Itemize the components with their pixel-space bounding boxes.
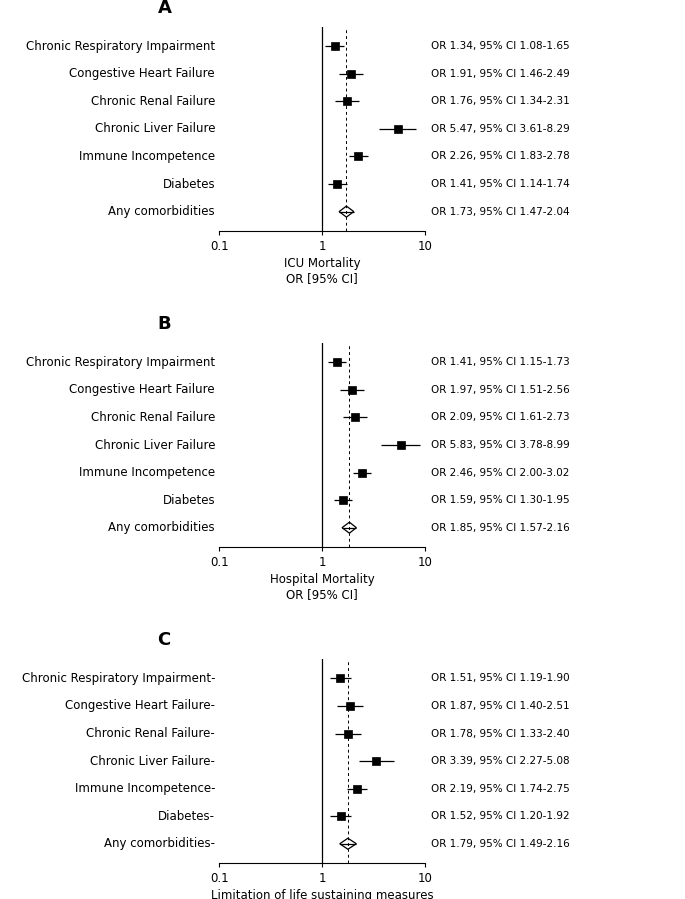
Text: OR 1.97, 95% CI 1.51-2.56: OR 1.97, 95% CI 1.51-2.56 [431, 385, 570, 395]
Text: OR 1.41, 95% CI 1.14-1.74: OR 1.41, 95% CI 1.14-1.74 [431, 179, 570, 189]
Text: Immune Incompetence: Immune Incompetence [79, 466, 215, 479]
Text: OR 1.87, 95% CI 1.40-2.51: OR 1.87, 95% CI 1.40-2.51 [431, 701, 569, 711]
Text: OR 1.52, 95% CI 1.20-1.92: OR 1.52, 95% CI 1.20-1.92 [431, 811, 569, 821]
Text: Chronic Respiratory Impairment: Chronic Respiratory Impairment [26, 40, 215, 53]
Text: OR 2.09, 95% CI 1.61-2.73: OR 2.09, 95% CI 1.61-2.73 [431, 413, 569, 423]
Text: OR 1.51, 95% CI 1.19-1.90: OR 1.51, 95% CI 1.19-1.90 [431, 673, 569, 683]
Text: Chronic Respiratory Impairment-: Chronic Respiratory Impairment- [22, 672, 215, 685]
Text: OR 1.79, 95% CI 1.49-2.16: OR 1.79, 95% CI 1.49-2.16 [431, 839, 570, 849]
Text: OR 1.91, 95% CI 1.46-2.49: OR 1.91, 95% CI 1.46-2.49 [431, 69, 570, 79]
Text: Chronic Liver Failure: Chronic Liver Failure [95, 122, 215, 136]
Text: OR 5.47, 95% CI 3.61-8.29: OR 5.47, 95% CI 3.61-8.29 [431, 124, 570, 134]
Text: OR 3.39, 95% CI 2.27-5.08: OR 3.39, 95% CI 2.27-5.08 [431, 756, 569, 766]
Text: OR 1.41, 95% CI 1.15-1.73: OR 1.41, 95% CI 1.15-1.73 [431, 357, 570, 368]
Text: Diabetes-: Diabetes- [158, 810, 215, 823]
Text: Diabetes: Diabetes [162, 177, 215, 191]
Text: Chronic Liver Failure-: Chronic Liver Failure- [90, 754, 215, 768]
Text: Immune Incompetence-: Immune Incompetence- [75, 782, 215, 795]
Text: OR 1.78, 95% CI 1.33-2.40: OR 1.78, 95% CI 1.33-2.40 [431, 728, 569, 738]
Text: OR 5.83, 95% CI 3.78-8.99: OR 5.83, 95% CI 3.78-8.99 [431, 440, 570, 450]
Text: Chronic Respiratory Impairment: Chronic Respiratory Impairment [26, 356, 215, 369]
Text: C: C [158, 631, 171, 649]
Text: Chronic Renal Failure-: Chronic Renal Failure- [86, 727, 215, 740]
Text: Any comorbidities: Any comorbidities [108, 521, 215, 534]
X-axis label: ICU Mortality
OR [95% CI]: ICU Mortality OR [95% CI] [284, 257, 360, 285]
Text: Immune Incompetence: Immune Incompetence [79, 150, 215, 163]
X-axis label: Limitation of life sustaining measures
OR [95% CI]: Limitation of life sustaining measures O… [210, 889, 433, 899]
Text: OR 1.34, 95% CI 1.08-1.65: OR 1.34, 95% CI 1.08-1.65 [431, 41, 569, 51]
X-axis label: Hospital Mortality
OR [95% CI]: Hospital Mortality OR [95% CI] [270, 574, 374, 601]
Text: B: B [158, 315, 171, 333]
Text: Any comorbidities: Any comorbidities [108, 205, 215, 218]
Text: Congestive Heart Failure: Congestive Heart Failure [69, 383, 215, 396]
Text: Chronic Renal Failure: Chronic Renal Failure [90, 411, 215, 424]
Text: Chronic Liver Failure: Chronic Liver Failure [95, 439, 215, 451]
Text: A: A [158, 0, 171, 17]
Text: OR 2.46, 95% CI 2.00-3.02: OR 2.46, 95% CI 2.00-3.02 [431, 467, 569, 477]
Text: Any comorbidities-: Any comorbidities- [104, 837, 215, 850]
Text: Congestive Heart Failure-: Congestive Heart Failure- [65, 699, 215, 713]
Text: OR 1.59, 95% CI 1.30-1.95: OR 1.59, 95% CI 1.30-1.95 [431, 495, 569, 505]
Text: OR 2.19, 95% CI 1.74-2.75: OR 2.19, 95% CI 1.74-2.75 [431, 784, 570, 794]
Text: OR 2.26, 95% CI 1.83-2.78: OR 2.26, 95% CI 1.83-2.78 [431, 152, 570, 162]
Text: OR 1.85, 95% CI 1.57-2.16: OR 1.85, 95% CI 1.57-2.16 [431, 522, 570, 533]
Text: Congestive Heart Failure: Congestive Heart Failure [69, 67, 215, 80]
Text: OR 1.73, 95% CI 1.47-2.04: OR 1.73, 95% CI 1.47-2.04 [431, 207, 569, 217]
Text: Diabetes: Diabetes [162, 494, 215, 507]
Text: Chronic Renal Failure: Chronic Renal Failure [90, 95, 215, 108]
Text: OR 1.76, 95% CI 1.34-2.31: OR 1.76, 95% CI 1.34-2.31 [431, 96, 570, 106]
